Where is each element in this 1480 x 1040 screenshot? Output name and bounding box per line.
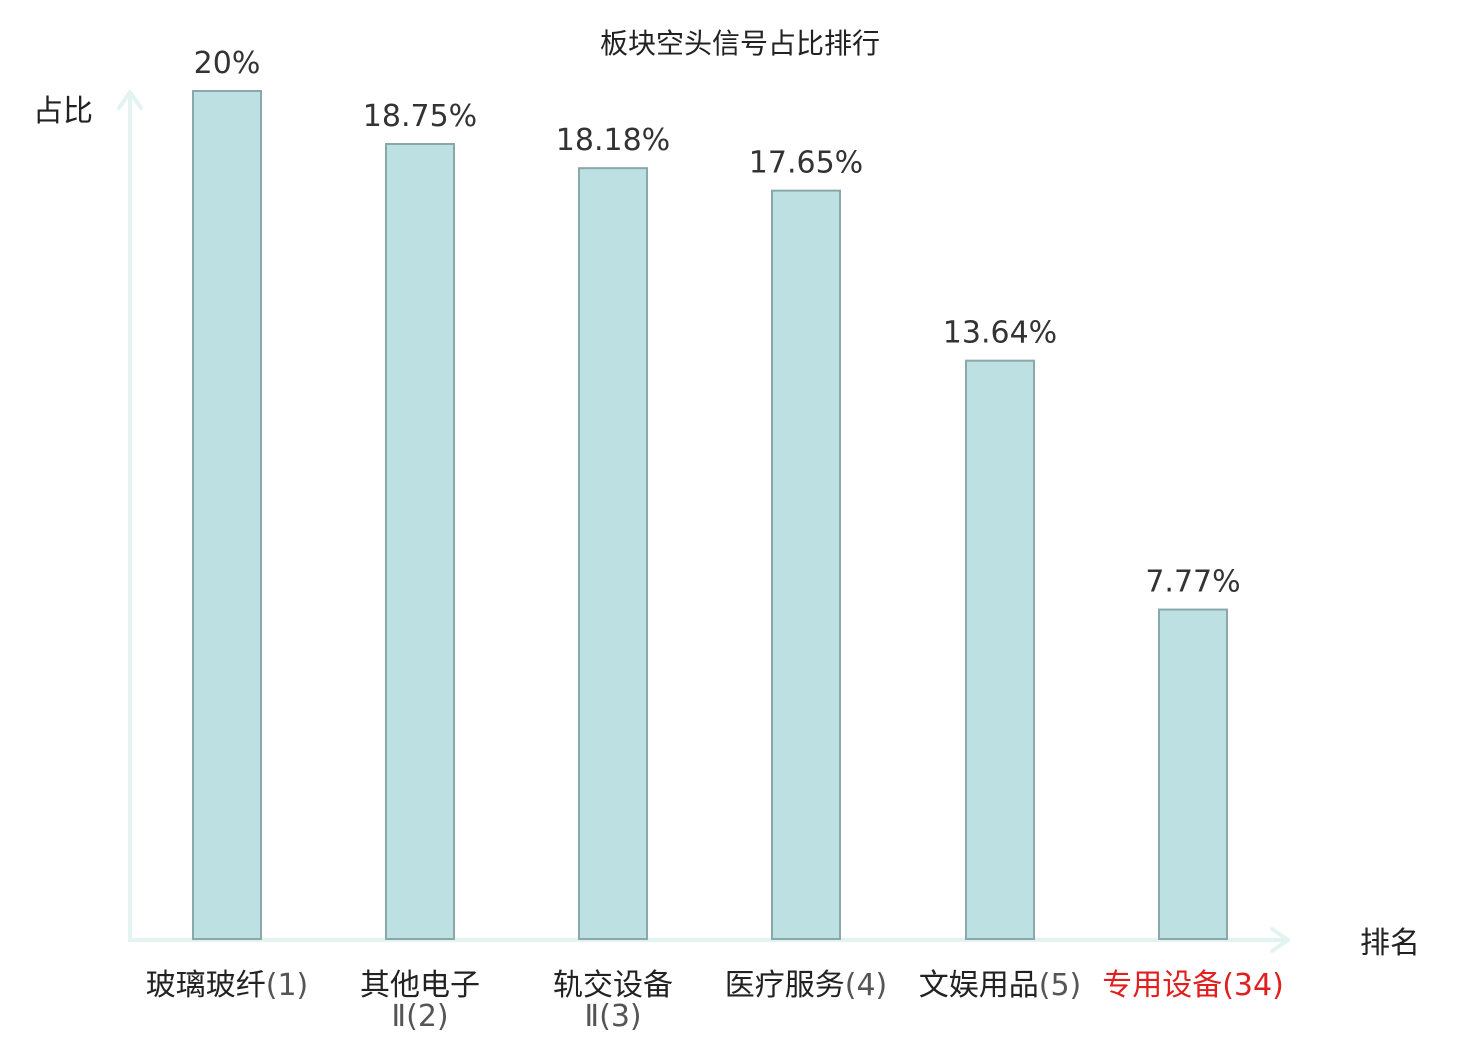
- x-tick-label: 玻璃玻纤(1): [146, 968, 309, 1003]
- data-label: 7.77%: [1145, 565, 1240, 600]
- bar: [192, 90, 262, 940]
- data-label: 18.75%: [363, 99, 477, 134]
- x-tick-label-name: 专用设备: [1102, 968, 1222, 1003]
- x-tick-label-rank: Ⅱ(3): [584, 999, 641, 1034]
- axes: [117, 90, 1290, 953]
- x-tick-label-rank: (4): [845, 968, 888, 1003]
- x-tick-label-name: 医疗服务: [725, 968, 845, 1003]
- y-axis-arrow-icon: [117, 90, 143, 110]
- bar: [965, 359, 1035, 940]
- svg-text:医疗服务(4): 医疗服务(4): [725, 968, 888, 1003]
- bars-group: [192, 90, 1228, 940]
- bar: [578, 167, 648, 940]
- bar: [1158, 608, 1228, 940]
- svg-text:玻璃玻纤(1): 玻璃玻纤(1): [146, 968, 309, 1003]
- chart-title: 板块空头信号占比排行: [600, 27, 880, 60]
- x-tick-label-name: 玻璃玻纤: [146, 968, 266, 1003]
- x-tick-label-rank: (1): [266, 968, 309, 1003]
- y-axis-label: 占比: [33, 94, 93, 129]
- bar: [771, 189, 841, 940]
- x-axis-arrow-icon: [1270, 927, 1290, 953]
- x-tick-label-name: 文娱用品: [919, 968, 1039, 1003]
- data-label: 18.18%: [556, 123, 670, 158]
- x-tick-label-rank: Ⅱ(2): [391, 999, 448, 1034]
- x-axis-label: 排名: [1360, 926, 1420, 961]
- x-tick-label-rank: (34): [1222, 968, 1284, 1003]
- value-labels-group: 20% 18.75% 18.18% 17.65% 13.64% 7.77%: [194, 46, 1241, 600]
- svg-text:文娱用品(5): 文娱用品(5): [919, 968, 1082, 1003]
- svg-text:专用设备(34): 专用设备(34): [1102, 968, 1284, 1003]
- x-tick-label: 医疗服务(4): [725, 968, 888, 1003]
- x-tick-label-name: 其他电子: [360, 968, 480, 1003]
- x-tick-label-rank: (5): [1039, 968, 1082, 1003]
- data-label: 20%: [194, 46, 261, 81]
- x-tick-label-name: 轨交设备: [553, 968, 673, 1003]
- x-tick-label: 专用设备(34): [1102, 968, 1284, 1003]
- data-label: 17.65%: [749, 146, 863, 181]
- data-label: 13.64%: [943, 316, 1057, 351]
- bar: [385, 143, 455, 940]
- x-tick-label: 文娱用品(5): [919, 968, 1082, 1003]
